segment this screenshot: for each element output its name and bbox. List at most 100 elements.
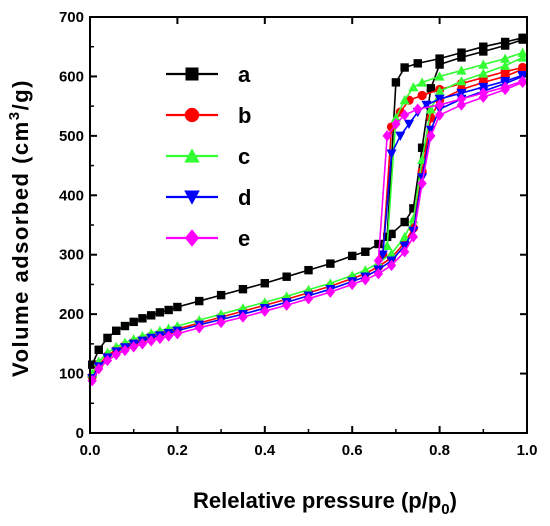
series-a: [87, 33, 527, 369]
series-e-point: [146, 335, 156, 347]
series-c-point: [434, 71, 445, 81]
series-d-point: [395, 131, 406, 141]
x-axis-title-close: ): [450, 488, 457, 513]
series-a-point: [260, 279, 269, 288]
tick-labels: 0.0 0.2 0.4 0.6 0.8 1.0 0 100 200 300 400 500 600 700: [59, 9, 537, 459]
series-c-point: [408, 82, 419, 92]
series-a-point: [326, 259, 335, 268]
series-c-point: [390, 112, 401, 123]
series-c-point: [517, 52, 528, 62]
x-tick-label: 0.0: [80, 442, 101, 459]
series-a-point: [518, 33, 527, 42]
y-tick-label: 500: [59, 128, 84, 145]
series-e-point: [216, 316, 226, 329]
series-e-point: [518, 75, 528, 87]
series-d: [87, 71, 528, 384]
series-a-point: [103, 333, 112, 343]
y-axis-title: Volume adsorbed (cm3/g): [6, 79, 33, 377]
series-d-point: [377, 250, 388, 260]
series-e-desorption-line: [377, 80, 523, 261]
series-e-point: [426, 130, 436, 142]
legend-marker: [184, 229, 200, 247]
x-tick-label: 0.2: [167, 442, 188, 459]
legend-marker: [184, 107, 200, 123]
series-e-point: [400, 246, 410, 258]
series-a-point: [155, 308, 165, 317]
y-tick-label: 100: [59, 366, 84, 383]
series-a-point: [435, 54, 444, 63]
series-a-point: [435, 60, 444, 69]
series-c-point: [478, 59, 489, 69]
series-c-point: [360, 265, 371, 275]
x-tick-label: 0.8: [429, 442, 450, 459]
series-d-point: [403, 119, 415, 130]
series-a-point: [457, 53, 466, 62]
series-a-point: [282, 272, 291, 281]
y-tick-label: 200: [59, 306, 84, 323]
x-axis-title-main: Relelative pressure (p/p: [193, 488, 441, 513]
series-a-point: [146, 311, 156, 320]
x-tick-label: 0.4: [254, 442, 276, 459]
series-c-point: [434, 86, 445, 96]
series-c-point: [425, 104, 436, 114]
legend-item-e: e: [166, 226, 250, 251]
series-c-point: [456, 65, 467, 75]
y-tick-label: 0: [76, 425, 84, 442]
series-e-point: [434, 109, 445, 121]
series-a-point: [374, 239, 383, 249]
series-e-point: [347, 278, 357, 291]
series-a-point: [173, 302, 182, 312]
series-a-point: [457, 48, 466, 57]
series-a-point: [129, 317, 138, 327]
x-axis-title-sub: 0: [441, 501, 449, 518]
plot-frame: [89, 16, 528, 434]
series-b-point: [518, 62, 528, 73]
series-a-point: [195, 296, 204, 306]
series-e-point: [391, 118, 401, 130]
series-layer: [87, 33, 528, 387]
series-a-point: [400, 217, 409, 227]
series-e-point: [360, 274, 370, 286]
series-e-point: [434, 99, 445, 111]
series-c-point: [382, 240, 393, 250]
series-e-point: [408, 231, 418, 243]
series-e-point: [137, 338, 148, 350]
series-c-point: [399, 95, 410, 105]
series-e-point: [373, 268, 384, 280]
series-e-point: [129, 341, 139, 353]
series-a-point: [500, 37, 510, 47]
series-a-point: [413, 59, 422, 68]
legend-item-b: b: [166, 103, 251, 128]
series-a-point: [348, 251, 357, 261]
legend-label: c: [238, 144, 250, 169]
series-c-point: [386, 248, 397, 258]
legend-marker: [184, 190, 200, 205]
series-e-point: [325, 286, 335, 298]
series-e-point: [238, 311, 248, 323]
series-e-point: [172, 328, 183, 340]
series-e-point: [500, 81, 510, 93]
series-c-point: [517, 47, 528, 57]
legend-label: b: [238, 103, 251, 128]
y-axis-title-main: Volume adsorbed (cm: [8, 120, 33, 377]
series-e-point: [456, 99, 467, 111]
y-tick-label: 600: [59, 68, 84, 85]
legend-label: a: [238, 62, 251, 87]
series-e-point: [120, 344, 130, 357]
legend-label: d: [238, 185, 251, 210]
series-e: [87, 75, 528, 387]
series-e-point: [94, 363, 104, 375]
series-b-point: [417, 90, 427, 101]
series-a-point: [94, 345, 103, 354]
series-a-point: [426, 84, 436, 93]
series-e-point: [303, 293, 314, 305]
series-e-point: [282, 299, 292, 311]
series-e-point: [400, 109, 410, 121]
legend-item-a: a: [166, 62, 251, 87]
legend-item-c: c: [166, 144, 250, 169]
series-c-point: [399, 231, 410, 242]
x-tick-label: 0.6: [342, 442, 363, 459]
series-a-point: [361, 247, 370, 256]
series-c-point: [478, 68, 489, 78]
